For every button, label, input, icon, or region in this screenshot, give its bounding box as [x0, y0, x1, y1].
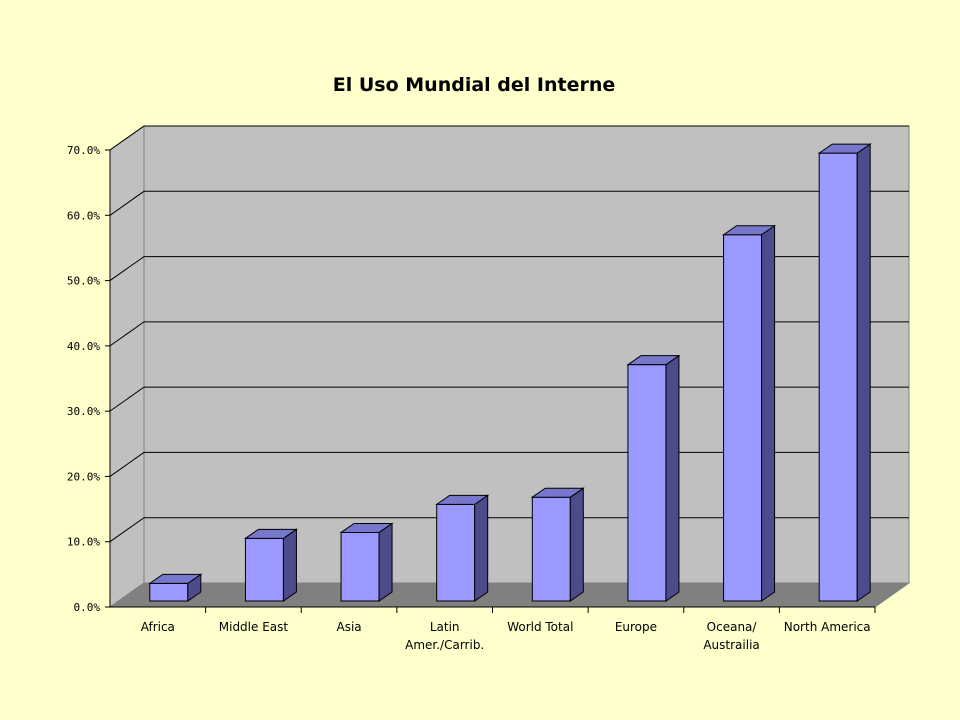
bar-side [569, 487, 584, 602]
chart-floor [108, 582, 911, 608]
gridline [109, 125, 909, 151]
side-wall [109, 125, 145, 608]
bar-top [243, 528, 299, 539]
x-tick-label: Middle East [219, 620, 289, 634]
x-tick-label: Europe [615, 620, 657, 634]
y-tick-label: 70.0% [67, 144, 100, 157]
x-tick-label: Latin [430, 620, 460, 634]
bar-top [435, 494, 490, 505]
bar-top [148, 573, 203, 584]
bar [818, 152, 858, 602]
gridline [109, 256, 909, 281]
bar [340, 531, 380, 602]
bar-side [378, 522, 393, 602]
x-tick-label: Austrailia [703, 638, 759, 652]
bar-top [339, 522, 394, 533]
bar-side [856, 143, 871, 602]
bar [723, 234, 763, 602]
x-tick-label: Oceana/ [707, 620, 758, 634]
x-tick-label: Asia [336, 620, 361, 634]
y-tick-label: 40.0% [67, 340, 100, 353]
y-tick-label: 10.0% [67, 536, 100, 549]
x-tick-label: Africa [141, 620, 175, 634]
bar-top [626, 355, 681, 366]
bar-top [721, 225, 777, 236]
y-tick-label: 60.0% [67, 209, 100, 222]
bar [244, 537, 284, 602]
bar-side [761, 224, 776, 602]
bar [149, 582, 189, 602]
bar-top [817, 143, 872, 154]
back-wall [143, 125, 910, 584]
bar-side [282, 528, 297, 602]
bar [436, 503, 476, 602]
x-tick-label: World Total [507, 620, 573, 634]
y-tick-label: 0.0% [74, 601, 101, 614]
bar [531, 496, 571, 602]
bar-side [665, 354, 680, 602]
y-tick-label: 50.0% [67, 275, 100, 288]
gridline [109, 321, 909, 347]
y-tick-label: 30.0% [67, 405, 100, 418]
bar-side [474, 494, 489, 602]
gridline [109, 190, 909, 216]
x-tick-label: Amer./Carrib. [405, 638, 484, 652]
y-tick-label: 20.0% [67, 470, 100, 483]
chart-title: El Uso Mundial del Interne [332, 74, 616, 96]
bar-top [530, 487, 585, 498]
bar [627, 364, 667, 602]
x-tick-label: North America [784, 620, 871, 634]
